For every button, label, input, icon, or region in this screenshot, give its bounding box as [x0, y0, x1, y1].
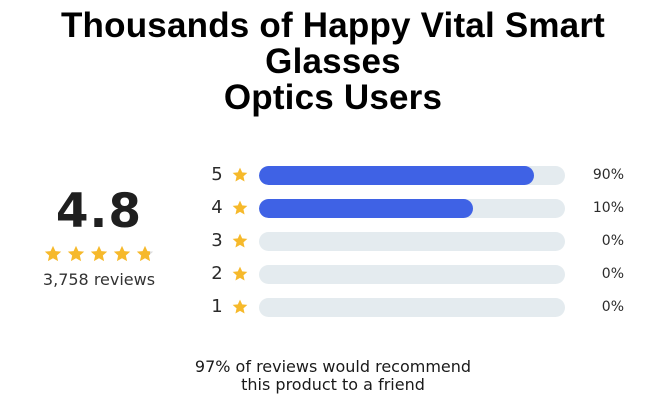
rating-distribution: 5 90% 4 10% 3 0% 2 0% 1 0% — [206, 160, 646, 325]
star-icon — [135, 244, 155, 266]
rating-row-4: 4 10% — [206, 193, 646, 226]
page-title-line-1: Thousands of Happy Vital Smart — [60, 6, 606, 45]
star-icon — [231, 298, 249, 316]
star-icon — [231, 232, 249, 250]
star-icon — [112, 244, 132, 266]
rating-bar-track — [259, 232, 565, 251]
rating-row-label: 5 — [211, 164, 223, 185]
rating-row-label: 2 — [211, 263, 223, 284]
rating-summary: 4.8 3,758 reviews — [22, 184, 176, 290]
rating-row-1: 1 0% — [206, 292, 646, 325]
rating-bar-track — [259, 298, 565, 317]
rating-row-label: 4 — [211, 197, 223, 218]
rating-bar-fill — [259, 166, 535, 185]
average-stars — [22, 244, 176, 266]
rating-row-label: 3 — [211, 230, 223, 251]
star-icon — [231, 199, 249, 217]
rating-bar-fill — [259, 199, 474, 218]
rating-percent: 0% — [601, 299, 624, 315]
star-icon — [231, 166, 249, 184]
rating-percent: 0% — [601, 266, 624, 282]
recommend-note: 97% of reviews would recommend this prod… — [120, 358, 546, 394]
rating-row-3: 3 0% — [206, 226, 646, 259]
page-title-line-2: Glasses — [265, 42, 401, 81]
rating-bar-track — [259, 199, 565, 218]
rating-percent: 0% — [601, 233, 624, 249]
rating-percent: 90% — [592, 167, 624, 183]
page-title-line-3: Optics Users — [223, 78, 443, 117]
star-icon — [66, 244, 86, 266]
star-icon — [43, 244, 63, 266]
rating-bar-track — [259, 265, 565, 284]
average-rating: 4.8 — [55, 184, 143, 239]
star-icon — [89, 244, 109, 266]
star-icon — [231, 265, 249, 283]
recommend-note-line-2: this product to a friend — [241, 375, 425, 394]
page-title: Thousands of Happy Vital Smart Glasses O… — [0, 8, 666, 116]
rating-row-2: 2 0% — [206, 259, 646, 292]
rating-row-5: 5 90% — [206, 160, 646, 193]
recommend-note-line-1: 97% of reviews would recommend — [194, 357, 472, 376]
rating-bar-track — [259, 166, 565, 185]
rating-row-label: 1 — [211, 296, 223, 317]
review-count: 3,758 reviews — [42, 270, 156, 289]
rating-percent: 10% — [592, 200, 624, 216]
